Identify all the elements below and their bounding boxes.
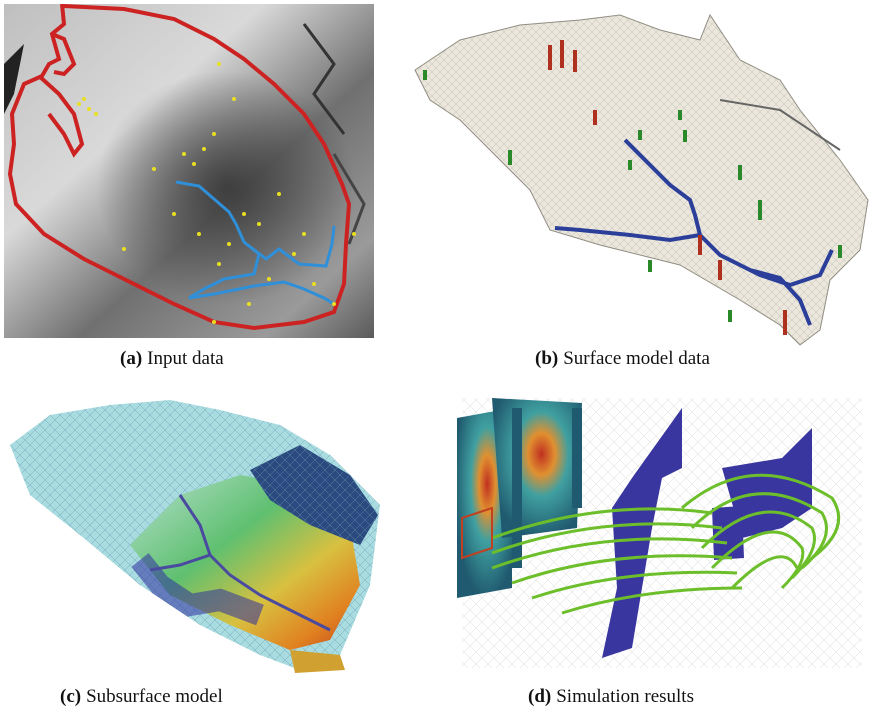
caption-d-tag: (d) bbox=[528, 686, 552, 707]
panel-a-image bbox=[4, 4, 374, 338]
caption-c-tag: (c) bbox=[60, 686, 82, 707]
caption-a-text: Input data bbox=[147, 348, 224, 369]
caption-d-text: Simulation results bbox=[556, 686, 694, 707]
caption-c-text: Subsurface model bbox=[86, 686, 223, 707]
caption-b-text: Surface model data bbox=[563, 348, 710, 369]
well-markers bbox=[423, 40, 842, 335]
panel-d-image bbox=[452, 388, 872, 678]
caption-a: (a) Input data bbox=[120, 348, 224, 370]
blue-wall-right bbox=[722, 428, 812, 538]
caption-b-tag: (b) bbox=[535, 348, 559, 369]
caption-a-tag: (a) bbox=[120, 348, 143, 369]
river-line-c bbox=[149, 494, 331, 632]
panel-c-image bbox=[0, 385, 390, 675]
river-line bbox=[175, 180, 336, 306]
caption-b: (b) Surface model data bbox=[535, 348, 710, 370]
caption-d: (d) Simulation results bbox=[528, 686, 694, 708]
caption-c: (c) Subsurface model bbox=[60, 686, 223, 708]
panel-b-image bbox=[400, 0, 872, 348]
point-cloud bbox=[77, 62, 356, 324]
streamlines bbox=[491, 473, 841, 615]
